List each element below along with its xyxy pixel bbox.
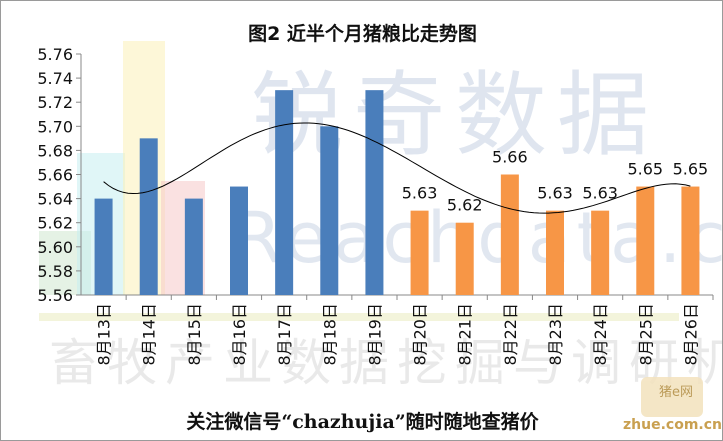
bar xyxy=(681,186,700,295)
watermark-stripe xyxy=(39,313,679,321)
site-logo-badge: 猪e网 xyxy=(641,377,703,417)
chart-title: 图2 近半个月猪粮比走势图 xyxy=(248,23,477,45)
data-label: 5.66 xyxy=(492,148,528,167)
bar xyxy=(410,210,429,295)
x-tick-label: 8月18日 xyxy=(320,303,339,366)
bar xyxy=(365,90,384,296)
bar xyxy=(184,198,203,295)
x-tick-label: 8月14日 xyxy=(140,303,159,366)
y-tick-label: 5.68 xyxy=(37,141,73,160)
x-tick-label: 8月21日 xyxy=(456,303,475,366)
bar xyxy=(230,186,248,295)
bar xyxy=(455,222,474,295)
x-tick-label: 8月20日 xyxy=(411,303,430,366)
x-tick-label: 8月13日 xyxy=(95,303,114,366)
y-tick-label: 5.58 xyxy=(37,262,73,281)
x-tick-label: 8月24日 xyxy=(591,303,610,366)
data-label: 5.63 xyxy=(402,184,438,203)
y-tick-label: 5.72 xyxy=(37,93,73,112)
watermark-logo-text: 锐奇数据 xyxy=(251,62,660,169)
data-label: 5.65 xyxy=(627,160,663,179)
y-tick-label: 5.60 xyxy=(37,238,73,257)
site-logo: 猪e网 zhue.com.cn xyxy=(623,377,722,435)
y-tick-label: 5.64 xyxy=(37,190,73,209)
x-tick-label: 8月15日 xyxy=(185,303,204,366)
bar xyxy=(546,210,564,295)
y-tick-label: 5.62 xyxy=(37,214,73,233)
bar xyxy=(591,210,610,295)
y-tick-label: 5.74 xyxy=(37,69,73,88)
footer-caption: 关注微信号“chazhujia”随时随地查猪价 xyxy=(186,411,539,433)
bar xyxy=(320,126,339,295)
x-tick-label: 8月19日 xyxy=(365,303,384,366)
data-label: 5.62 xyxy=(447,196,483,215)
site-logo-url: zhue.com.cn xyxy=(623,417,722,433)
bar xyxy=(500,174,519,295)
data-label: 5.63 xyxy=(537,184,573,203)
data-label: 5.63 xyxy=(582,184,618,203)
x-tick-label: 8月22日 xyxy=(501,303,520,366)
x-tick-label: 8月26日 xyxy=(681,303,700,366)
y-tick-label: 5.70 xyxy=(37,117,73,136)
y-tick-label: 5.56 xyxy=(37,286,73,305)
site-logo-badge-text: 猪e网 xyxy=(659,385,693,400)
bar xyxy=(275,90,294,296)
y-tick-label: 5.66 xyxy=(37,166,73,185)
trend-line xyxy=(103,122,691,214)
y-tick-label: 5.76 xyxy=(37,45,73,64)
bar xyxy=(139,138,158,295)
bar xyxy=(94,198,113,295)
x-tick-label: 8月17日 xyxy=(275,303,294,366)
bar xyxy=(636,186,655,295)
x-tick-label: 8月25日 xyxy=(636,303,655,366)
watermark-slogan: 畜牧产业数据挖掘与调研机构 xyxy=(49,334,722,392)
x-tick-label: 8月23日 xyxy=(546,303,565,366)
x-tick-label: 8月16日 xyxy=(230,303,249,366)
data-label: 5.65 xyxy=(673,160,709,179)
